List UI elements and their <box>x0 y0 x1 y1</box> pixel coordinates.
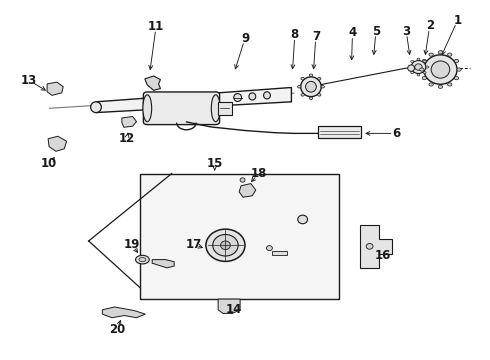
Ellipse shape <box>267 246 272 251</box>
Ellipse shape <box>139 257 146 262</box>
Ellipse shape <box>438 85 442 88</box>
Ellipse shape <box>447 53 452 56</box>
Ellipse shape <box>417 58 420 60</box>
Ellipse shape <box>457 68 461 71</box>
Ellipse shape <box>422 59 427 63</box>
Ellipse shape <box>309 97 313 99</box>
Ellipse shape <box>136 255 149 264</box>
Polygon shape <box>122 117 137 127</box>
Text: 9: 9 <box>241 32 249 45</box>
Polygon shape <box>360 225 392 268</box>
Ellipse shape <box>301 77 321 96</box>
Text: 20: 20 <box>109 323 125 336</box>
Polygon shape <box>239 184 256 197</box>
Text: 10: 10 <box>41 157 57 170</box>
FancyBboxPatch shape <box>144 92 220 125</box>
Ellipse shape <box>234 94 242 102</box>
Text: 13: 13 <box>21 74 37 87</box>
Ellipse shape <box>415 64 422 70</box>
Ellipse shape <box>366 243 373 249</box>
Bar <box>272 251 287 255</box>
Polygon shape <box>145 76 160 90</box>
Text: 3: 3 <box>402 25 410 38</box>
Polygon shape <box>47 82 63 95</box>
Text: 12: 12 <box>119 132 135 145</box>
Ellipse shape <box>211 95 220 122</box>
Ellipse shape <box>417 74 420 76</box>
Polygon shape <box>152 260 174 268</box>
Text: 1: 1 <box>453 14 462 27</box>
Ellipse shape <box>309 74 313 77</box>
Polygon shape <box>96 87 292 113</box>
Ellipse shape <box>306 81 317 92</box>
Ellipse shape <box>213 234 238 256</box>
Ellipse shape <box>454 77 459 80</box>
Ellipse shape <box>301 77 304 80</box>
Ellipse shape <box>411 60 414 63</box>
Ellipse shape <box>297 86 301 88</box>
Ellipse shape <box>423 72 426 74</box>
Ellipse shape <box>423 60 426 63</box>
Ellipse shape <box>249 93 256 100</box>
Ellipse shape <box>419 68 424 71</box>
Ellipse shape <box>91 102 101 113</box>
Text: 19: 19 <box>123 238 140 251</box>
Ellipse shape <box>206 229 245 261</box>
Ellipse shape <box>408 66 411 68</box>
Polygon shape <box>140 174 339 299</box>
Ellipse shape <box>411 72 414 74</box>
Bar <box>318 126 361 138</box>
Ellipse shape <box>411 60 426 73</box>
Ellipse shape <box>298 215 308 224</box>
Ellipse shape <box>429 53 433 56</box>
Text: 18: 18 <box>250 167 267 180</box>
Text: 4: 4 <box>348 27 357 40</box>
Ellipse shape <box>431 61 450 78</box>
Text: 17: 17 <box>186 238 202 251</box>
Ellipse shape <box>143 95 152 122</box>
Text: 15: 15 <box>206 157 223 170</box>
Ellipse shape <box>301 94 304 96</box>
Ellipse shape <box>426 66 429 68</box>
Text: 14: 14 <box>226 303 243 316</box>
Text: 6: 6 <box>392 127 401 140</box>
Bar <box>218 102 232 115</box>
Ellipse shape <box>408 65 415 71</box>
Ellipse shape <box>424 55 457 84</box>
Ellipse shape <box>422 77 427 80</box>
Ellipse shape <box>318 77 321 80</box>
Text: 8: 8 <box>291 28 299 41</box>
Ellipse shape <box>318 94 321 96</box>
Text: 5: 5 <box>372 25 380 38</box>
Polygon shape <box>102 307 146 318</box>
Text: 2: 2 <box>426 19 434 32</box>
Ellipse shape <box>447 83 452 86</box>
Ellipse shape <box>220 241 230 249</box>
Ellipse shape <box>264 92 270 99</box>
Ellipse shape <box>438 51 442 54</box>
Ellipse shape <box>240 178 245 182</box>
Ellipse shape <box>321 86 324 88</box>
Polygon shape <box>48 136 67 151</box>
Ellipse shape <box>429 83 433 86</box>
Text: 11: 11 <box>148 20 164 33</box>
Polygon shape <box>218 299 240 314</box>
Text: 16: 16 <box>374 249 391 262</box>
Text: 7: 7 <box>312 30 320 43</box>
Ellipse shape <box>454 59 459 63</box>
